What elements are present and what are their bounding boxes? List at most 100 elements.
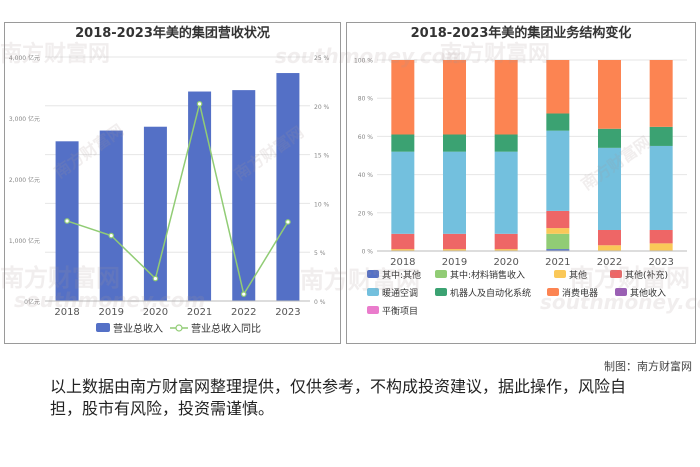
legend-label: 机器人及自动化系统 (450, 287, 531, 299)
legend-label-revenue: 营业总收入 (113, 322, 163, 335)
yoy-line (66, 103, 289, 297)
y-tick-label: 40 % (358, 172, 374, 179)
stack-segment (546, 60, 570, 114)
revenue-bar (143, 126, 167, 302)
y-left-tick-label: 1,000 亿元 (9, 237, 40, 245)
legend-swatch (367, 270, 379, 278)
y-tick-label: 0 % (362, 249, 374, 256)
yoy-point (240, 291, 247, 297)
y-right-tick-label: 5 % (314, 250, 326, 257)
x-tick-label: 2023 (648, 257, 673, 268)
legend-label: 其他(补充) (625, 269, 668, 281)
stack-segment (546, 130, 570, 211)
revenue-chart-title: 2018-2023年美的集团营收状况 (75, 26, 270, 41)
legend-swatch (547, 288, 559, 296)
stack-segment (443, 249, 466, 251)
chart-credit: 制图：南方财富网 (604, 360, 692, 373)
legend-label: 消费电器 (562, 287, 598, 299)
stack-segment (546, 210, 570, 229)
y-left-tick-label: 4,000 亿元 (9, 54, 40, 62)
stack-segment (546, 113, 570, 131)
stack-segment (494, 249, 518, 251)
revenue-bar (99, 130, 123, 301)
stack-segment (546, 249, 570, 251)
x-tick-label: 2022 (231, 307, 256, 318)
stack-segment (598, 229, 621, 246)
stack-segment (391, 249, 415, 251)
x-tick-label: 2020 (143, 307, 168, 318)
legend-swatch (367, 306, 379, 314)
disclaimer-text: 以上数据由南方财富网整理提供，仅供参考，不构成投资建议，据此操作，风险自担，股市… (50, 377, 627, 418)
revenue-chart-svg: 0亿元 1,000 亿元 2,000 亿元 3,000 亿元 4,000 亿元 0 % 5 … (9, 54, 330, 335)
y-right-tick-label: 15 % (314, 153, 330, 160)
stack-segment (598, 245, 621, 251)
stack-segment (649, 243, 673, 251)
x-tick-label: 2021 (187, 307, 212, 318)
stack-segment (391, 233, 415, 250)
x-tick-label: 2020 (493, 257, 518, 268)
revenue-bar (188, 91, 212, 301)
x-tick-label: 2019 (442, 257, 467, 268)
legend-label: 暖通空调 (382, 287, 418, 299)
stack-segment (494, 134, 518, 152)
y-right-tick-label: 10 % (314, 201, 330, 208)
stack-segment (546, 233, 570, 250)
revenue-bar (276, 73, 300, 301)
legend-label: 其他收入 (630, 287, 666, 299)
yoy-point (108, 232, 115, 239)
y-left-tick-label: 3,000 亿元 (9, 115, 40, 123)
legend-swatch (615, 288, 627, 296)
stack-segment (494, 60, 518, 135)
structure-chart-panel: 2018-2023年美的集团业务结构变化 0 % 20 % 40 % 60 % 80 %… (346, 22, 696, 344)
x-tick-label: 2022 (597, 257, 622, 268)
y-right-tick-label: 25 % (314, 55, 330, 62)
legend-label: 平衡项目 (382, 305, 418, 317)
stack-segment (546, 228, 570, 234)
stack-segment (391, 60, 415, 135)
yoy-point (196, 101, 203, 107)
legend-swatch-revenue (96, 323, 110, 332)
stack-segment (494, 151, 518, 234)
stack-segment (649, 60, 673, 127)
y-right-tick-label: 20 % (314, 104, 330, 111)
legend-swatch (435, 270, 447, 278)
stack-segment (391, 151, 415, 234)
stack-segment (649, 229, 673, 244)
y-left-tick-label: 0亿元 (24, 298, 40, 306)
x-tick-label: 2018 (54, 307, 79, 318)
yoy-point (64, 218, 70, 224)
stack-segment (443, 60, 466, 135)
y-right-tick-label: 0 % (314, 299, 326, 306)
legend-swatch (610, 270, 622, 278)
y-tick-label: 20 % (358, 210, 374, 217)
y-tick-label: 80 % (358, 96, 374, 103)
legend-marker-yoy (175, 324, 183, 332)
x-tick-label: 2018 (390, 257, 415, 268)
yoy-point (285, 219, 291, 225)
yoy-point (152, 275, 159, 282)
structure-chart-svg: 0 % 20 % 40 % 60 % 80 % 100 % 2018 2019 2020 2021… (354, 58, 687, 317)
y-tick-label: 60 % (358, 134, 374, 141)
legend-swatch (367, 288, 379, 296)
legend-swatch (554, 270, 566, 278)
revenue-chart-panel: 2018-2023年美的集团营收状况 0亿元 1,000 亿元 2,000 亿元 3,… (4, 22, 341, 344)
y-tick-label: 100 % (354, 58, 373, 65)
legend-label-yoy: 营业总收入同比 (191, 322, 261, 335)
stack-segment (649, 145, 673, 230)
x-tick-label: 2019 (99, 307, 124, 318)
stack-segment (598, 60, 621, 129)
legend-label: 其中:其他 (382, 269, 421, 281)
y-left-tick-label: 2,000 亿元 (9, 176, 40, 184)
legend-label: 其中:材料销售收入 (450, 269, 525, 281)
stack-segment (443, 134, 466, 152)
revenue-bar (232, 90, 256, 301)
legend-swatch (435, 288, 447, 296)
stack-segment (443, 151, 466, 234)
stack-segment (598, 147, 621, 230)
structure-chart-title: 2018-2023年美的集团业务结构变化 (410, 26, 632, 41)
stack-segment (494, 233, 518, 250)
stack-segment (598, 128, 621, 148)
stack-segment (391, 134, 415, 152)
stack-segment (443, 233, 466, 250)
legend-label: 其他 (569, 269, 587, 281)
